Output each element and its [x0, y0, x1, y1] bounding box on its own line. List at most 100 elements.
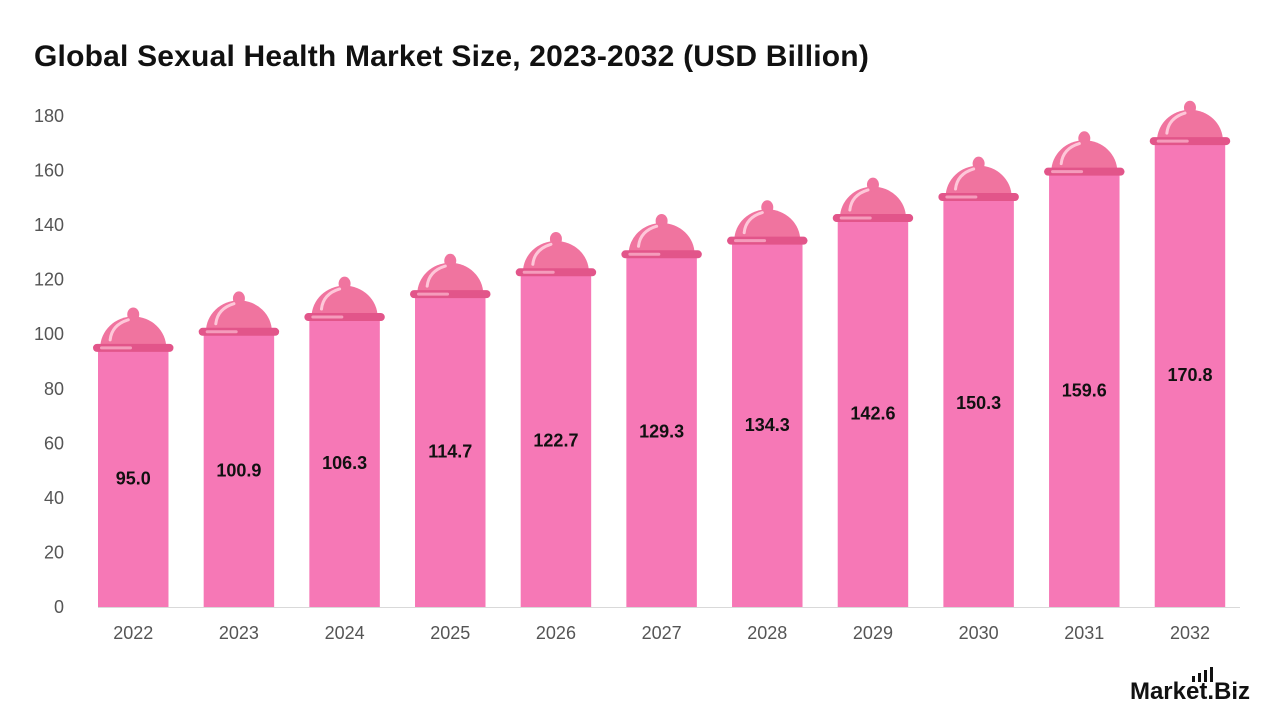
data-label: 142.6 — [850, 404, 895, 424]
x-tick-label: 2031 — [1064, 623, 1104, 643]
bar-cap-highlight — [319, 287, 342, 311]
bar-cap-tip — [232, 291, 245, 306]
data-label: 150.3 — [956, 393, 1001, 413]
bar — [1154, 141, 1226, 607]
data-label: 95.0 — [116, 468, 151, 488]
bar-cap-rim — [1044, 167, 1125, 176]
y-tick-label: 80 — [44, 379, 64, 399]
bar-cap-tip — [1183, 100, 1196, 115]
bar-cap-highlight — [1059, 142, 1081, 166]
x-tick-label: 2025 — [430, 623, 470, 643]
bar-group: 170.8 — [1149, 100, 1231, 607]
x-tick-label: 2026 — [536, 623, 576, 643]
bar — [520, 272, 592, 607]
chart-title: Global Sexual Health Market Size, 2023-2… — [34, 40, 870, 73]
y-tick-label: 120 — [34, 270, 64, 290]
x-tick-label: 2023 — [219, 623, 259, 643]
bar-cap-rim-highlight — [734, 239, 767, 243]
y-tick-label: 60 — [44, 433, 64, 453]
bar-cap-tip — [549, 231, 562, 246]
bar-cap-rim — [304, 313, 385, 322]
data-label: 106.3 — [322, 453, 367, 473]
y-tick-label: 100 — [34, 324, 64, 344]
bar — [415, 294, 486, 607]
bar — [626, 254, 697, 607]
y-axis: 0 20 40 60 80 100 120 140 160 180 — [34, 106, 1240, 617]
bar-cap-rim-highlight — [1051, 170, 1084, 174]
bar — [837, 218, 909, 607]
bar-cap-highlight — [425, 264, 447, 288]
data-label: 100.9 — [216, 460, 261, 480]
bar-cap-tip — [761, 200, 774, 215]
bar-group: 142.6 — [832, 177, 914, 607]
x-tick-label: 2022 — [113, 623, 153, 643]
y-tick-label: 180 — [34, 106, 64, 126]
bar-cap-highlight — [848, 188, 870, 212]
bar-cap-rim — [515, 268, 597, 277]
bar-cap-rim — [938, 193, 1019, 202]
bar-group: 134.3 — [727, 200, 808, 608]
bar-cap-rim-highlight — [1156, 139, 1189, 143]
bar-cap-highlight — [531, 242, 553, 266]
bar-cap-highlight — [637, 224, 659, 248]
bar — [98, 347, 169, 607]
bar-cap-highlight — [954, 167, 976, 191]
bar-group: 129.3 — [621, 213, 702, 607]
logo-bars-icon — [1191, 667, 1213, 682]
x-tick-label: 2032 — [1170, 623, 1210, 643]
bar-group: 95.0 — [93, 307, 174, 607]
bar — [1049, 171, 1120, 607]
x-tick-label: 2028 — [747, 623, 787, 643]
bar-cap-rim-highlight — [945, 195, 978, 199]
bar-cap-rim-highlight — [628, 252, 661, 256]
bar-cap-highlight — [214, 302, 236, 326]
bar-group: 114.7 — [410, 253, 491, 607]
bar-cap-tip — [972, 156, 985, 171]
logo-text: Market.Biz — [1129, 678, 1250, 705]
bar-cap-rim — [832, 214, 914, 223]
x-tick-label: 2029 — [853, 623, 893, 643]
bar-cap-highlight — [108, 318, 130, 342]
bar-cap-rim-highlight — [839, 216, 872, 220]
data-label: 170.8 — [1167, 365, 1212, 385]
bar-cap-rim — [621, 250, 702, 259]
bar-cap-tip — [338, 276, 351, 291]
bar-group: 150.3 — [938, 156, 1019, 607]
y-tick-label: 160 — [34, 161, 64, 181]
bar-cap-tip — [444, 253, 457, 268]
bar-cap-highlight — [742, 211, 764, 235]
bar-cap-highlight — [1165, 111, 1187, 135]
bar-group: 122.7 — [515, 231, 597, 607]
bar-cap-rim — [1149, 137, 1231, 146]
bar — [203, 331, 275, 607]
brand-logo: Market.Biz — [1129, 667, 1250, 706]
bar-cap-rim — [727, 236, 808, 245]
data-label: 122.7 — [533, 431, 578, 451]
bar-cap-rim-highlight — [205, 330, 238, 334]
y-tick-label: 20 — [44, 542, 64, 562]
x-tick-label: 2030 — [959, 623, 999, 643]
x-tick-label: 2027 — [642, 623, 682, 643]
bar-cap-tip — [655, 213, 668, 228]
y-tick-label: 0 — [54, 597, 64, 617]
bar-cap-rim — [93, 343, 174, 352]
bars: 95.0 100.9 106.3 114.7 122.7 129.3 134.3 142.6 1… — [93, 100, 1231, 608]
bar-cap-tip — [127, 307, 140, 322]
x-axis: 2022 2023 2024 2025 2026 2027 2028 2029 2030 2031… — [113, 623, 1210, 643]
bar-cap-tip — [866, 177, 879, 192]
data-label: 159.6 — [1062, 380, 1107, 400]
bar — [732, 240, 803, 608]
bar — [943, 197, 1014, 607]
bar-group: 159.6 — [1044, 131, 1125, 607]
y-tick-label: 140 — [34, 215, 64, 235]
data-label: 114.7 — [428, 442, 472, 462]
bar-cap-rim — [410, 290, 491, 299]
y-tick-label: 40 — [44, 488, 64, 508]
bar — [309, 317, 380, 607]
x-tick-label: 2024 — [325, 623, 365, 643]
bar-cap-rim-highlight — [100, 346, 132, 350]
bar-cap-rim-highlight — [522, 270, 555, 274]
bar-cap-rim-highlight — [417, 292, 450, 296]
bar-cap-rim-highlight — [311, 315, 344, 319]
